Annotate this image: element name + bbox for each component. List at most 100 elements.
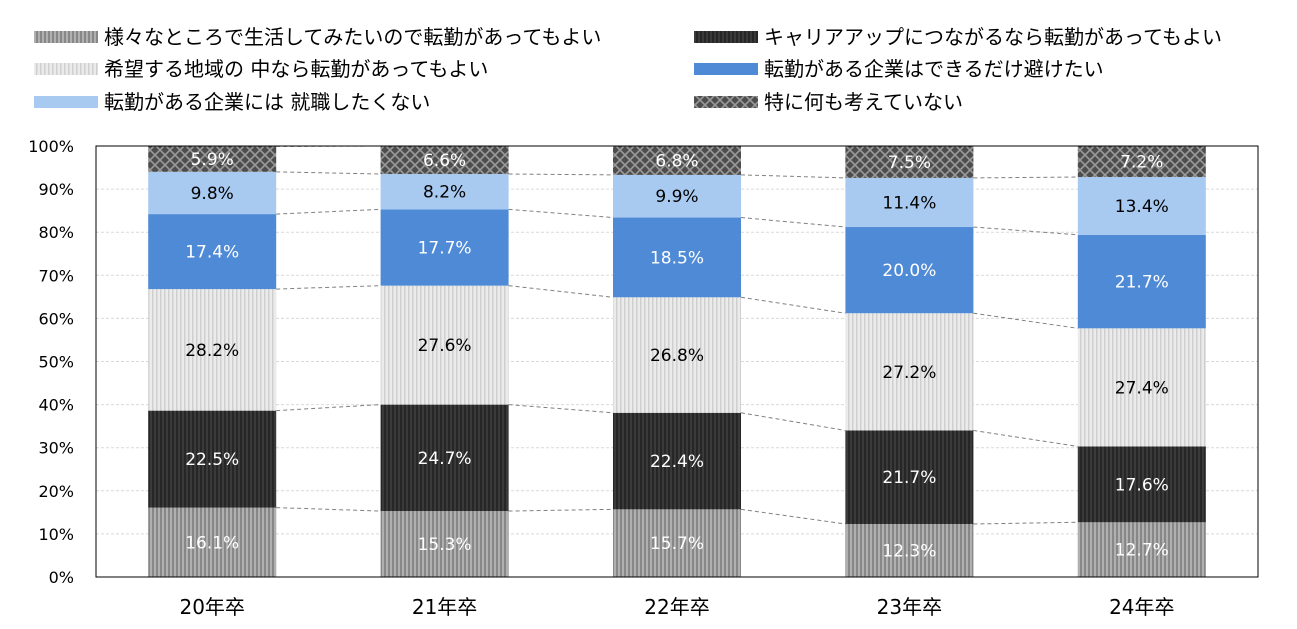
- bar-segment: [148, 507, 277, 577]
- bar-segment: [613, 509, 741, 577]
- data-label: 9.9%: [655, 187, 698, 207]
- legend: 様々なところで生活してみたいので転勤があってもよい キャリアアップにつながるなら転…: [34, 25, 1222, 114]
- legend-label: 特に何も考えていない: [764, 90, 963, 114]
- legend-label: 希望する地域の 中なら転勤があってもよい: [104, 57, 488, 81]
- connector-line: [508, 508, 614, 512]
- y-tick-label: 20%: [38, 482, 74, 501]
- data-label: 12.3%: [882, 541, 936, 561]
- connector-line: [740, 508, 846, 525]
- connector-line: [276, 208, 381, 215]
- x-tick-label: 21年卒: [412, 595, 477, 619]
- bar-segment: [148, 214, 277, 290]
- data-label: 13.4%: [1115, 197, 1169, 217]
- connector-line: [276, 285, 381, 290]
- bar-segment: [380, 285, 509, 405]
- y-tick-label: 0%: [49, 568, 74, 587]
- data-label: 6.6%: [423, 151, 466, 171]
- connector-line: [973, 176, 1078, 179]
- data-label: 7.5%: [888, 153, 931, 173]
- bar-segment: [845, 313, 974, 431]
- bar-segment: [1077, 446, 1206, 523]
- data-label: 24.7%: [418, 449, 472, 469]
- bar-segment: [1077, 234, 1206, 329]
- y-axis-ticks: 0% 10% 20% 30% 40% 50% 60% 70% 80% 90% 100%: [28, 137, 74, 587]
- bar-segment: [380, 146, 509, 175]
- legend-swatch: [694, 63, 758, 75]
- bar-segment: [380, 511, 509, 577]
- x-axis-ticks: 20年卒 21年卒 22年卒 23年卒 24年卒: [179, 595, 1174, 619]
- connector-line: [973, 226, 1078, 236]
- bar-segment: [1077, 522, 1206, 577]
- legend-label: 様々なところで生活してみたいので転勤があってもよい: [104, 25, 601, 49]
- bar-segment: [380, 404, 509, 512]
- connector-line: [973, 521, 1078, 525]
- data-label: 6.8%: [655, 151, 698, 171]
- data-label: 27.4%: [1115, 378, 1169, 398]
- legend-swatch: [694, 31, 758, 43]
- y-tick-label: 30%: [38, 439, 74, 458]
- connector-line: [740, 296, 846, 314]
- y-tick-label: 100%: [28, 137, 74, 156]
- bar-segment: [380, 174, 509, 210]
- data-label: 21.7%: [1115, 273, 1169, 293]
- connector-line: [508, 285, 614, 298]
- data-label: 8.2%: [423, 183, 466, 203]
- connector-line: [740, 217, 846, 228]
- legend-label: 転勤がある企業はできるだけ避けたい: [764, 57, 1104, 81]
- y-tick-label: 60%: [38, 309, 74, 328]
- bar-segment: [613, 217, 741, 298]
- data-label: 18.5%: [650, 248, 704, 268]
- bar-segment: [613, 146, 741, 175]
- data-label: 9.8%: [191, 184, 234, 204]
- bar-segment: [613, 412, 741, 510]
- bar-segment: [148, 146, 277, 172]
- y-tick-label: 10%: [38, 525, 74, 544]
- y-tick-label: 50%: [38, 353, 74, 372]
- connector-line: [508, 173, 614, 176]
- data-label: 15.3%: [418, 535, 472, 555]
- connector-line: [508, 404, 614, 414]
- bar-segment: [613, 297, 741, 413]
- legend-label: キャリアアップにつながるなら転勤があってもよい: [764, 25, 1222, 49]
- connector-lines: [276, 145, 1078, 525]
- bar-segment: [148, 171, 277, 215]
- value-labels: 16.1% 22.5% 28.2% 17.4% 9.8% 5.9% 15.3% 24.7% 27…: [185, 150, 1169, 561]
- bar-segment: [845, 430, 974, 524]
- connector-line: [740, 174, 846, 179]
- data-label: 27.6%: [418, 336, 472, 356]
- legend-swatch: [694, 96, 758, 108]
- bar-segment: [845, 523, 974, 577]
- data-label: 28.2%: [185, 341, 239, 361]
- y-tick-label: 90%: [38, 180, 74, 199]
- data-label: 16.1%: [185, 533, 239, 553]
- bar-segment: [845, 177, 974, 228]
- data-label: 15.7%: [650, 534, 704, 554]
- data-label: 5.9%: [191, 150, 234, 170]
- legend-label: 転勤がある企業には 就職したくない: [104, 90, 430, 114]
- data-label: 17.4%: [185, 243, 239, 263]
- bar-segment: [380, 209, 509, 286]
- connector-line: [276, 404, 381, 412]
- bar-segment: [1077, 177, 1206, 235]
- bar-segment: [148, 289, 277, 411]
- bar-segment: [613, 174, 741, 218]
- data-label: 22.5%: [185, 450, 239, 470]
- connector-line: [276, 171, 381, 175]
- bars: [148, 146, 1206, 577]
- connector-line: [276, 507, 381, 512]
- y-tick-label: 70%: [38, 266, 74, 285]
- bar-segment: [845, 227, 974, 314]
- bar-segment: [1077, 146, 1206, 178]
- x-tick-label: 24年卒: [1109, 595, 1174, 619]
- data-label: 11.4%: [882, 193, 936, 213]
- legend-swatch: [34, 96, 98, 108]
- data-label: 17.7%: [418, 239, 472, 259]
- plot-frame: [95, 145, 1259, 578]
- connector-line: [508, 208, 614, 219]
- y-tick-label: 80%: [38, 223, 74, 242]
- bar-segment: [1077, 328, 1206, 447]
- connector-line: [740, 412, 846, 431]
- data-label: 7.2%: [1120, 153, 1163, 173]
- x-tick-label: 22年卒: [644, 595, 709, 619]
